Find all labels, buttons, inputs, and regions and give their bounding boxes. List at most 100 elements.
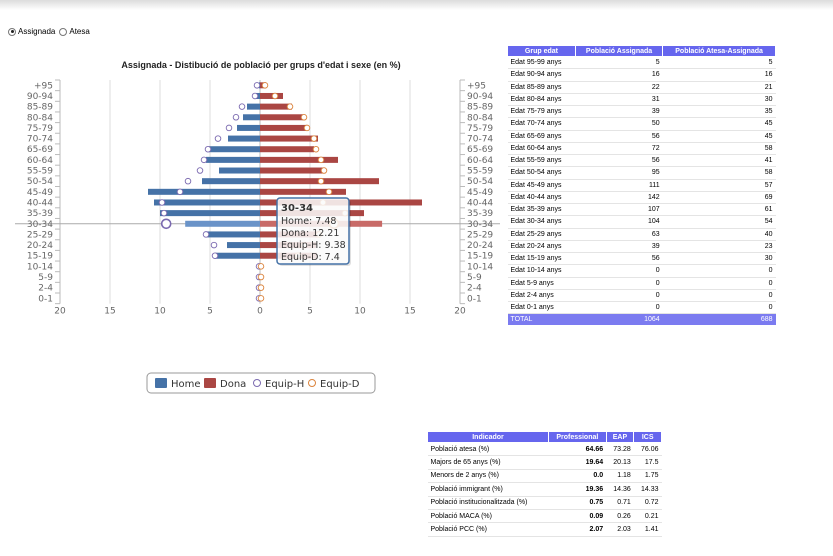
table-cell: Edat 95-99 anys [507, 56, 576, 70]
bar-home [154, 199, 260, 206]
bar-home [207, 231, 260, 238]
table-row: Edat 85-89 anys 22 21 [507, 81, 776, 94]
y-tick-label-left: 50-54 [27, 177, 53, 187]
radio-atesa[interactable]: Atesa [59, 27, 90, 36]
table-total-row: TOTAL 1064 688 [507, 313, 776, 325]
legend-label-dona: Dona [220, 379, 246, 390]
marker-equip-d [303, 124, 311, 132]
age-table-header-row: Grup edat Població Assignada Població Ates… [507, 45, 776, 57]
tooltip-line: Dona: 12.21 [281, 228, 339, 239]
bar-home [148, 188, 260, 195]
table-row: Edat 2-4 anys 0 0 [507, 289, 776, 303]
table-cell: 0 [662, 264, 776, 278]
table-cell: 16 [662, 68, 776, 82]
bar-dona [260, 146, 314, 153]
table-cell: 19.64 [548, 455, 607, 470]
table-cell: 1.75 [633, 469, 662, 484]
x-tick-label: 20 [454, 307, 466, 317]
marker-equip-h [158, 199, 166, 206]
y-tick-label-left: 60-64 [27, 156, 53, 166]
table-cell: 14.36 [606, 482, 634, 497]
y-tick-label-left: 70-74 [27, 135, 53, 145]
table-cell: 0.71 [606, 496, 634, 510]
table-row: Menors de 2 anys (%) 0.0 1.18 1.75 [427, 469, 662, 484]
y-tick-label-left: 55-59 [27, 167, 53, 177]
table-cell: 0 [575, 277, 663, 290]
table-cell: Població MACA (%) [427, 509, 549, 524]
bar-dona [260, 103, 292, 110]
y-tick-label-left: 40-44 [27, 198, 53, 208]
marker-equip-d [317, 156, 325, 164]
marker-equip-h [204, 145, 212, 153]
chart-title: Assignada - Distibució de població per g… [121, 60, 400, 70]
radio-assignada[interactable]: Assignada [8, 27, 55, 36]
y-tick-label-right: 80-84 [467, 113, 493, 123]
marker-equip-h [202, 231, 210, 238]
table-cell: Majors de 65 anys (%) [427, 455, 549, 470]
age-table-header-1: Població Assignada [574, 45, 664, 57]
table-cell: 1.18 [606, 469, 634, 484]
table-cell: 76.06 [633, 442, 662, 457]
table-row: Edat 90-94 anys 16 16 [507, 68, 776, 82]
x-tick-label: 10 [154, 307, 166, 317]
table-cell: 58 [662, 142, 776, 156]
table-cell: 0.72 [633, 496, 662, 510]
bar-dona [260, 124, 307, 131]
indicator-table-header-0: Indicador [427, 431, 549, 443]
table-cell: 57 [662, 179, 776, 192]
bar-home [219, 167, 260, 174]
table-cell: 63 [575, 228, 663, 241]
radio-assignada-indicator[interactable] [8, 27, 16, 36]
table-cell: 21 [662, 81, 776, 94]
marker-equip-d [312, 145, 320, 153]
table-row: Població PCC (%) 2.07 2.03 1.41 [427, 522, 662, 537]
marker-equip-h [160, 218, 172, 230]
bar-home [237, 124, 260, 131]
y-tick-label-left: 5-9 [38, 273, 53, 283]
bar-dona [260, 135, 318, 142]
table-cell: 61 [662, 203, 776, 217]
y-tick-label-left: 85-89 [27, 103, 53, 113]
table-cell: 39 [575, 240, 663, 254]
marker-equip-h [210, 241, 218, 249]
marker-equip-h [253, 82, 261, 89]
table-cell: 0.21 [633, 509, 662, 524]
age-table-header-0: Grup edat [507, 45, 576, 57]
table-cell: 35 [662, 105, 776, 119]
x-tick-label: 5 [307, 307, 313, 317]
indicator-table-header-row: Indicador Professional EAP ICS [427, 431, 662, 443]
y-tick-label-left: 10-14 [27, 262, 53, 272]
y-tick-label-left: 25-29 [27, 230, 53, 240]
y-tick-label-right: +95 [467, 81, 486, 91]
table-cell: 2.07 [548, 522, 607, 537]
marker-equip-d [320, 167, 328, 174]
table-cell: Edat 45-49 anys [507, 179, 576, 192]
marker-equip-d [300, 114, 308, 121]
radio-atesa-indicator[interactable] [59, 27, 68, 36]
bar-dona [260, 92, 283, 99]
table-row: Edat 70-74 anys 50 45 [507, 117, 776, 131]
table-cell: 0.26 [606, 509, 634, 524]
table-row: Edat 75-79 anys 39 35 [507, 105, 776, 119]
table-row: Edat 50-54 anys 95 58 [507, 166, 776, 180]
table-row: Edat 45-49 anys 111 57 [507, 179, 776, 192]
legend-marker-equip-d [308, 379, 316, 387]
legend-swatch-home [155, 378, 167, 388]
table-cell: 2.03 [606, 522, 634, 537]
radio-assignada-label: Assignada [18, 27, 56, 36]
y-tick-label-left: 80-84 [27, 113, 53, 123]
table-cell: 40 [662, 228, 776, 241]
x-tick-label: 0 [257, 307, 263, 317]
x-tick-label: 20 [54, 307, 66, 317]
x-tick-label: 10 [354, 307, 366, 317]
y-tick-label-left: 65-69 [27, 145, 53, 155]
table-row: Edat 20-24 anys 39 23 [507, 240, 776, 254]
table-cell: 14.33 [633, 482, 662, 497]
table-total-cell: 688 [662, 313, 776, 325]
tooltip-line: Equip-D: 7.4 [281, 252, 340, 263]
chart-x-tick-labels: 20 15 10 5 0 5 10 15 20 [54, 307, 466, 317]
table-cell: Edat 10-14 anys [507, 264, 576, 278]
marker-equip-d [257, 263, 265, 270]
bar-home [227, 242, 260, 249]
table-cell: 0 [575, 301, 663, 315]
